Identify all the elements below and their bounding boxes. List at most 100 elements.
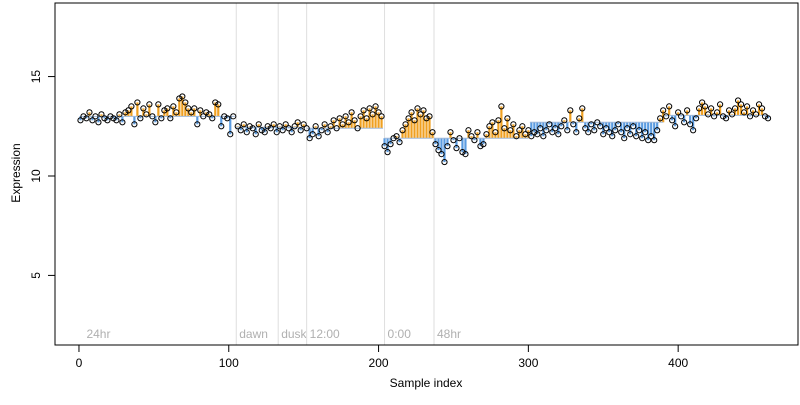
data-point <box>567 107 574 114</box>
data-point <box>480 141 487 148</box>
data-point <box>737 101 745 108</box>
data-point <box>387 141 394 148</box>
x-tick-label: 400 <box>668 356 688 370</box>
data-point <box>675 109 682 116</box>
data-point <box>630 123 637 130</box>
data-point <box>543 127 550 134</box>
data-point <box>393 133 400 140</box>
data-point <box>327 123 334 130</box>
data-point <box>666 103 673 110</box>
phase-label: dusk <box>281 327 307 341</box>
data-point <box>489 119 496 126</box>
data-point <box>83 115 90 122</box>
phase-label: 12:00 <box>310 327 340 341</box>
data-point <box>513 133 520 140</box>
data-point <box>200 113 207 120</box>
data-point <box>125 107 132 114</box>
phase-label: dawn <box>239 327 268 341</box>
data-point <box>462 151 469 158</box>
data-point <box>95 119 102 126</box>
y-tick-label: 15 <box>29 70 43 84</box>
data-point <box>534 131 541 138</box>
data-point <box>731 105 739 112</box>
data-point <box>375 109 382 116</box>
data-point <box>441 158 448 166</box>
data-point <box>717 101 724 108</box>
data-point <box>294 119 301 126</box>
data-point <box>143 111 150 118</box>
data-point <box>92 113 99 120</box>
data-point <box>654 127 661 134</box>
data-point <box>705 111 712 118</box>
data-point <box>764 115 772 122</box>
data-point <box>282 121 289 128</box>
data-point <box>140 105 147 112</box>
data-point <box>324 129 331 136</box>
data-point <box>185 105 192 112</box>
data-point <box>450 137 457 144</box>
data-point <box>303 125 310 132</box>
data-point <box>306 135 313 142</box>
data-point <box>288 129 295 136</box>
data-point <box>98 111 105 118</box>
data-point <box>300 121 307 128</box>
data-point <box>336 115 343 122</box>
data-point <box>579 105 586 112</box>
data-point <box>465 127 472 134</box>
data-point <box>131 121 138 128</box>
data-point <box>540 133 547 140</box>
data-point <box>113 117 120 124</box>
data-point <box>215 101 222 108</box>
data-point <box>128 103 135 110</box>
data-point <box>438 151 445 158</box>
data-point <box>525 127 532 134</box>
data-point <box>243 129 250 136</box>
data-point <box>297 127 304 134</box>
data-point <box>585 129 592 136</box>
data-point <box>711 113 718 120</box>
data-point <box>191 105 198 112</box>
data-point <box>734 97 742 104</box>
data-point <box>474 129 481 136</box>
y-tick-label: 5 <box>29 272 43 279</box>
data-point <box>468 133 475 140</box>
data-point <box>492 129 499 136</box>
data-point <box>758 105 766 112</box>
axes <box>54 2 799 346</box>
phase-label: 24hr <box>86 327 110 341</box>
data-point <box>134 99 141 106</box>
y-axis-ticks: 5 10 15 <box>29 70 55 279</box>
x-tick-label: 100 <box>219 356 239 370</box>
data-point <box>432 141 439 148</box>
data-point <box>576 115 583 122</box>
data-point <box>690 127 697 134</box>
data-point <box>279 127 286 134</box>
data-point <box>399 127 406 134</box>
data-point <box>209 115 216 122</box>
data-point <box>510 121 517 128</box>
data-point <box>627 131 634 138</box>
data-point <box>402 121 409 128</box>
data-point <box>435 147 442 154</box>
data-point <box>740 109 748 116</box>
data-point <box>381 143 388 150</box>
data-point <box>146 101 153 108</box>
data-point <box>342 113 349 120</box>
data-point <box>158 115 165 122</box>
data-point <box>714 109 721 116</box>
phase-label: 48hr <box>437 327 461 341</box>
data-point <box>483 131 490 138</box>
data-point <box>573 129 580 136</box>
data-point <box>600 131 607 138</box>
data-point <box>354 125 361 132</box>
data-point <box>570 121 577 128</box>
data-point <box>678 113 685 120</box>
data-point <box>261 129 268 136</box>
data-point <box>363 115 370 122</box>
x-tick-label: 0 <box>76 356 83 370</box>
data-point <box>366 105 373 112</box>
data-point <box>252 131 259 138</box>
data-point <box>522 131 529 138</box>
